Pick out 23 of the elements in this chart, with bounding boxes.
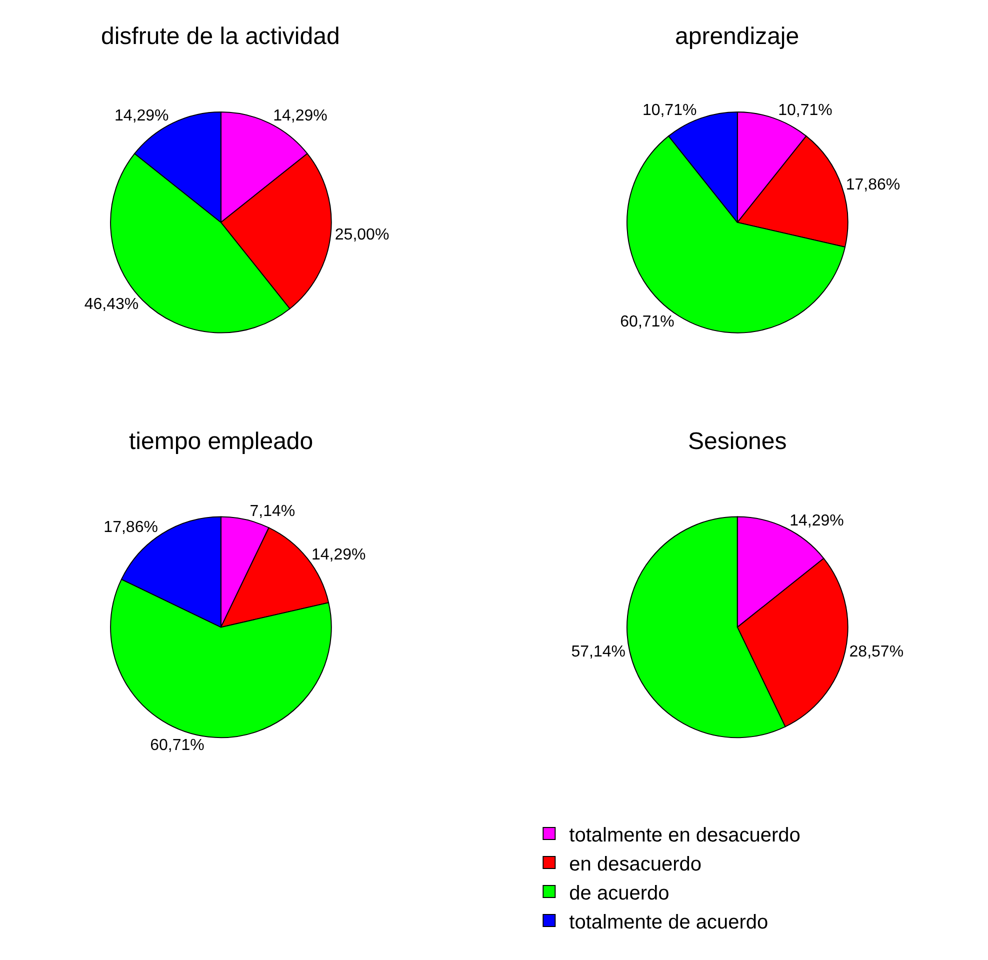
data-label: 17,86% xyxy=(104,519,158,536)
chart-title: Sesiones xyxy=(688,428,787,455)
data-label: 57,14% xyxy=(571,644,626,661)
legend-label: de acuerdo xyxy=(569,882,670,904)
legend-label: totalmente en desacuerdo xyxy=(569,824,800,846)
data-label: 28,57% xyxy=(849,644,904,661)
legend-label: en desacuerdo xyxy=(569,853,702,876)
data-label: 14,29% xyxy=(790,512,844,530)
data-label: 10,71% xyxy=(778,102,832,120)
data-label: 25,00% xyxy=(334,226,390,244)
data-label: 7,14% xyxy=(250,502,296,520)
data-label: 14,29% xyxy=(273,108,328,125)
data-label: 60,71% xyxy=(620,313,674,330)
data-label: 17,86% xyxy=(846,176,900,194)
data-label: 14,29% xyxy=(114,108,169,125)
data-label: 10,71% xyxy=(642,102,697,120)
chart-title: aprendizaje xyxy=(675,23,800,50)
data-label: 46,43% xyxy=(84,296,139,314)
legend-label: totalmente de acuerdo xyxy=(569,911,768,934)
data-label: 60,71% xyxy=(150,736,204,754)
chart-title: disfrute de la actividad xyxy=(101,23,340,50)
data-label: 14,29% xyxy=(312,546,366,564)
chart-title: tiempo empleado xyxy=(129,428,314,455)
